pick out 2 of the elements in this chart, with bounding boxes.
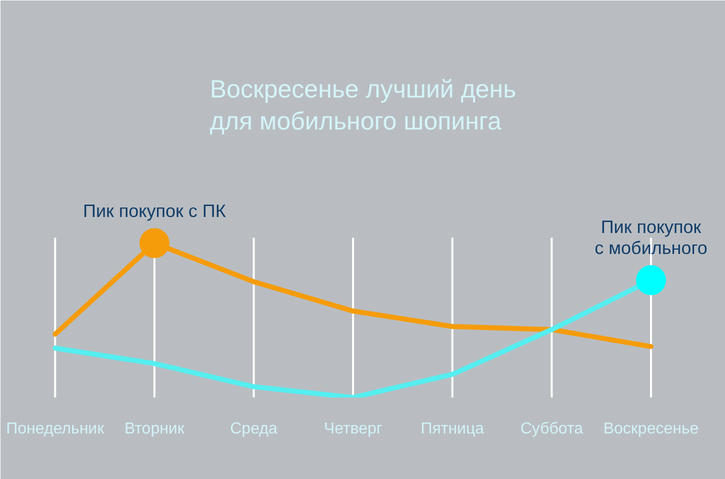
annotation: Пик покупок с ПК: [83, 201, 226, 222]
annotation: Пик покупок с мобильного: [594, 217, 708, 258]
